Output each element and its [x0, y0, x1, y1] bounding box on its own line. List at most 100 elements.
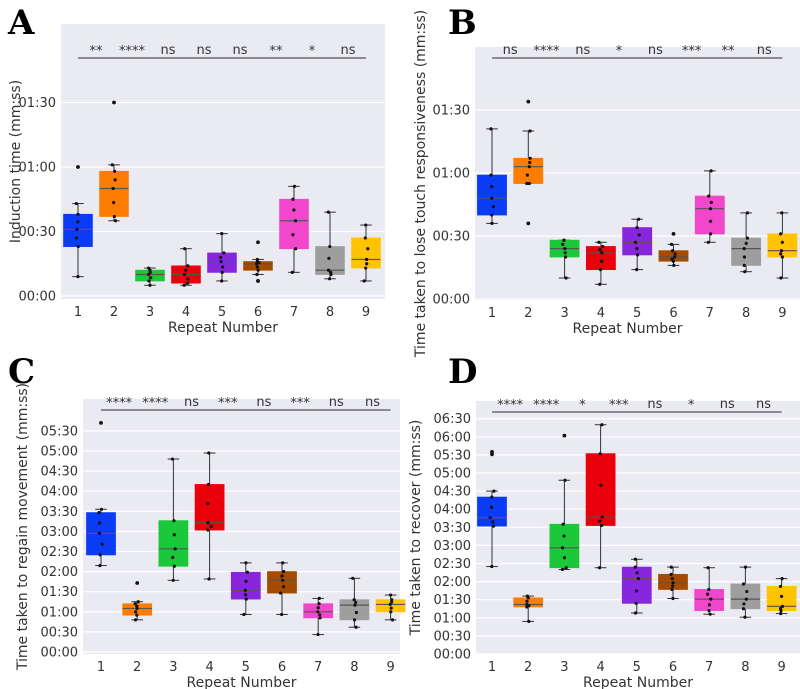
data-point: [244, 561, 248, 565]
outlier-point: [256, 279, 260, 283]
y-tick-label: 00:30: [433, 230, 470, 245]
data-point: [671, 596, 675, 601]
data-point: [635, 253, 640, 257]
data-point: [780, 576, 784, 581]
data-point: [186, 277, 190, 281]
y-tick-label: 05:30: [434, 448, 471, 463]
data-point: [98, 553, 102, 557]
y-tick-label: 00:00: [19, 290, 56, 305]
data-point: [706, 566, 710, 570]
data-point: [671, 584, 675, 588]
panel-letter: C: [8, 352, 35, 392]
data-point: [670, 249, 675, 253]
data-point: [294, 247, 298, 251]
panel-letter: A: [7, 3, 35, 43]
data-point: [365, 262, 369, 266]
data-point: [328, 244, 332, 249]
x-tick-label: 7: [705, 660, 713, 675]
x-tick-label: 5: [633, 660, 641, 675]
box-repeat-7: [694, 169, 725, 244]
box: [99, 170, 129, 217]
data-point: [351, 576, 355, 580]
significance-label: ***: [682, 44, 702, 59]
data-point: [635, 226, 639, 230]
data-point: [74, 201, 78, 206]
x-tick-label: 6: [669, 306, 677, 321]
x-tick-label: 1: [488, 306, 496, 321]
data-point: [709, 232, 713, 236]
data-point: [326, 268, 331, 272]
panel-letter: D: [448, 352, 477, 392]
data-point: [255, 265, 259, 269]
data-point: [280, 612, 284, 617]
y-tick-label: 01:00: [19, 161, 56, 176]
data-point: [255, 257, 260, 262]
x-tick-label: 6: [669, 660, 677, 675]
y-tick-label: 00:00: [434, 648, 471, 663]
y-tick-label: 00:30: [41, 625, 78, 640]
data-point: [282, 570, 286, 574]
data-point: [316, 610, 320, 614]
data-point: [560, 546, 565, 550]
data-point: [707, 608, 711, 613]
data-point: [147, 279, 151, 283]
data-point: [354, 625, 358, 629]
data-point: [778, 606, 783, 611]
y-tick-label: 03:00: [41, 525, 78, 540]
data-point: [318, 613, 322, 617]
data-point: [598, 452, 602, 456]
significance-label: ns: [329, 395, 344, 410]
x-tick-label: 6: [278, 660, 286, 675]
data-point: [242, 612, 246, 617]
data-point: [291, 233, 295, 237]
data-point: [525, 602, 529, 607]
x-tick-label: 9: [386, 660, 394, 675]
data-point: [635, 268, 639, 272]
box-repeat-7: [279, 184, 309, 274]
data-point: [317, 596, 321, 601]
data-point: [362, 279, 366, 283]
box-repeat-4: [194, 451, 225, 581]
data-point: [292, 184, 297, 188]
data-point: [76, 220, 80, 224]
box-repeat-6: [658, 565, 688, 601]
y-tick-label: 02:30: [434, 557, 471, 572]
data-point: [113, 169, 117, 173]
data-point: [206, 501, 210, 506]
data-point: [673, 252, 677, 256]
data-point: [709, 169, 713, 173]
x-tick-label: 1: [74, 305, 82, 320]
box-repeat-6: [267, 561, 297, 617]
data-point: [600, 259, 604, 263]
data-point: [209, 524, 213, 528]
panel-c: C 00:00 00:30 01:00 01:30 02:00 02:30 03:00 03:3…: [8, 352, 406, 689]
data-point: [133, 618, 138, 622]
data-point: [779, 252, 783, 256]
significance-label: ***: [218, 396, 238, 411]
data-point: [492, 489, 496, 493]
data-point: [525, 599, 529, 603]
y-tick-label: 01:00: [434, 611, 471, 626]
data-point: [244, 597, 248, 601]
data-point: [74, 236, 79, 240]
outlier-point: [562, 433, 567, 438]
x-tick-label: 4: [596, 660, 604, 675]
x-tick-label: 2: [133, 660, 141, 675]
data-point: [293, 219, 298, 223]
data-point: [354, 600, 358, 605]
data-point: [528, 160, 532, 165]
y-tick-label: 04:00: [41, 485, 78, 500]
data-point: [563, 247, 567, 251]
box-repeat-7: [303, 596, 334, 637]
box-repeat-1: [86, 420, 116, 568]
data-point: [389, 610, 393, 614]
y-tick-label: 02:00: [41, 565, 78, 580]
data-point: [100, 542, 104, 546]
data-point: [490, 221, 494, 225]
data-point: [76, 212, 80, 216]
data-point: [708, 219, 713, 223]
data-point: [220, 270, 224, 274]
significance-label: ns: [160, 43, 175, 58]
data-point: [354, 610, 358, 615]
data-point: [172, 564, 176, 568]
